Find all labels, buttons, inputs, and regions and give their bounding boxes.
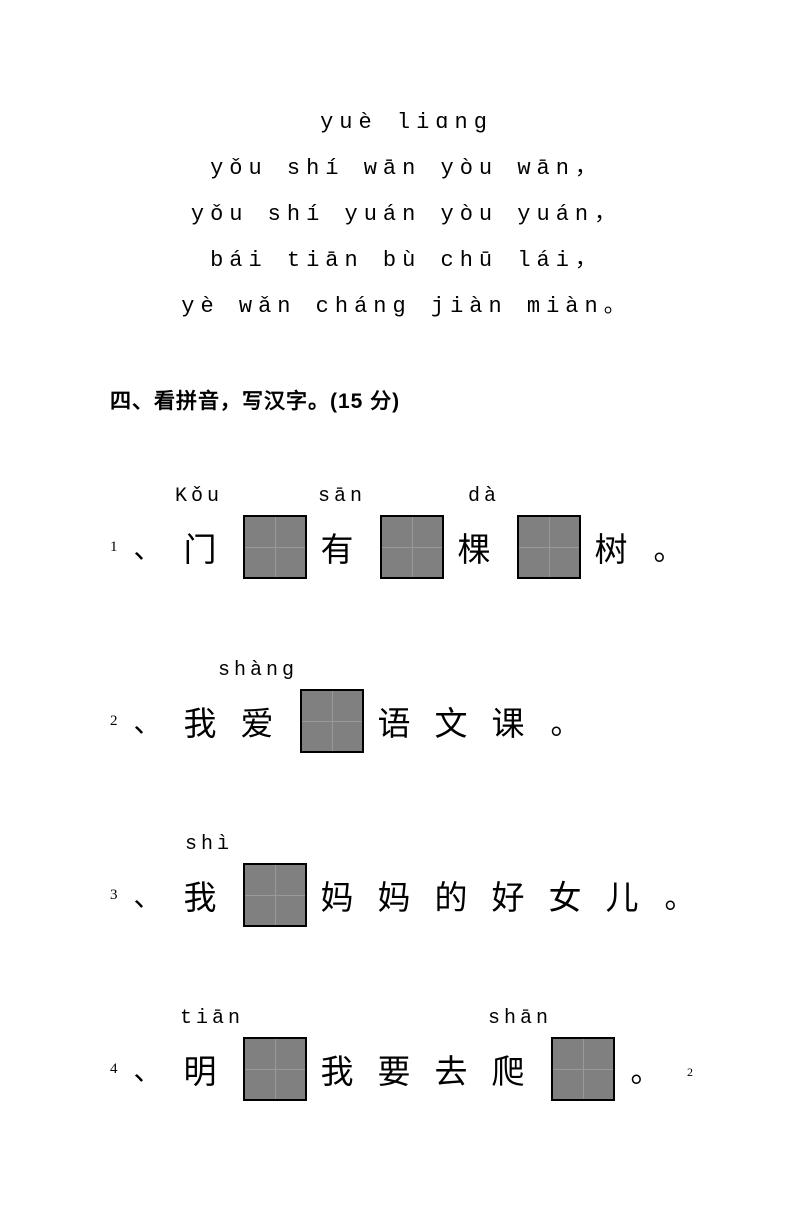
chinese-character: 我	[184, 697, 229, 745]
exercise-number: 3	[110, 887, 130, 904]
chinese-character: 棵	[458, 523, 503, 571]
character-row: 2、我爱 语文课。	[110, 689, 703, 753]
separator: 、	[134, 701, 174, 741]
chinese-character: 妈	[378, 871, 423, 919]
poem-line: yǒu shí yuán yòu yuán，	[110, 192, 703, 238]
writing-box[interactable]	[517, 515, 581, 579]
exercise-number: 2	[110, 713, 130, 730]
pinyin-label: dà	[468, 485, 500, 508]
writing-box[interactable]	[380, 515, 444, 579]
chinese-character: 的	[435, 871, 480, 919]
page-number: 2	[687, 1065, 693, 1080]
pinyin-row: shànɡ	[110, 659, 703, 683]
exercise-number: 1	[110, 539, 130, 556]
chinese-character: 有	[321, 523, 366, 571]
exercise-item: shànɡ 2、我爱 语文课。	[110, 659, 703, 753]
punctuation: 。	[654, 525, 696, 569]
chinese-character: 明	[184, 1045, 229, 1093]
chinese-character: 要	[378, 1045, 423, 1093]
chinese-character: 我	[321, 1045, 366, 1093]
separator: 、	[134, 1049, 174, 1089]
character-row: 4、明 我要去爬 。	[110, 1037, 703, 1101]
chinese-character: 儿	[606, 871, 651, 919]
chinese-character: 妈	[321, 871, 366, 919]
chinese-character: 我	[184, 871, 229, 919]
chinese-character: 门	[184, 523, 229, 571]
writing-box[interactable]	[300, 689, 364, 753]
exercise-item: shì3、我妈妈的好女儿。	[110, 833, 703, 927]
chinese-character: 女	[549, 871, 594, 919]
writing-box[interactable]	[551, 1037, 615, 1101]
poem-line: bái tiān bù chū lái，	[110, 238, 703, 284]
pinyin-row: tiān shān	[110, 1007, 703, 1031]
section-heading: 四、看拼音，写汉字。(15 分)	[110, 385, 703, 415]
pinyin-label: shì	[185, 833, 233, 856]
chinese-character: 去	[435, 1045, 480, 1093]
chinese-character: 爱	[241, 697, 286, 745]
exercise-number: 4	[110, 1061, 130, 1078]
pinyin-poem: yuè liɑnɡ yǒu shí wān yòu wān， yǒu shí y…	[110, 100, 703, 330]
writing-box[interactable]	[243, 515, 307, 579]
punctuation: 。	[631, 1047, 673, 1091]
pinyin-label: shān	[488, 1007, 552, 1030]
chinese-character: 语	[378, 697, 423, 745]
punctuation: 。	[665, 873, 707, 917]
pinyin-label: Kǒu	[175, 485, 223, 508]
exercises-container: Kǒusāndà1、门有棵树。shànɡ2、我爱语文课。shì3、我妈妈的好女儿…	[110, 485, 703, 1101]
chinese-character: 文	[435, 697, 480, 745]
character-row: 1、门 有 棵 树。	[110, 515, 703, 579]
separator: 、	[134, 527, 174, 567]
writing-box[interactable]	[243, 863, 307, 927]
separator: 、	[134, 875, 174, 915]
worksheet-page: yuè liɑnɡ yǒu shí wān yòu wān， yǒu shí y…	[0, 0, 793, 1221]
pinyin-label: sān	[318, 485, 366, 508]
chinese-character: 树	[595, 523, 640, 571]
exercise-item: tiān shān 4、明 我要去爬 。	[110, 1007, 703, 1101]
poem-line: yè wǎn chánɡ jiàn miàn。	[110, 284, 703, 330]
chinese-character: 爬	[492, 1045, 537, 1093]
pinyin-label: shànɡ	[218, 659, 298, 682]
writing-box[interactable]	[243, 1037, 307, 1101]
pinyin-row: shì	[110, 833, 703, 857]
punctuation: 。	[551, 699, 593, 743]
poem-title: yuè liɑnɡ	[110, 100, 703, 146]
chinese-character: 课	[492, 697, 537, 745]
poem-line: yǒu shí wān yòu wān，	[110, 146, 703, 192]
character-row: 3、我妈妈的好女儿。	[110, 863, 703, 927]
exercise-item: Kǒu sān dà 1、门 有 棵 树。	[110, 485, 703, 579]
chinese-character: 好	[492, 871, 537, 919]
pinyin-row: Kǒu sān dà	[110, 485, 703, 509]
pinyin-label: tiān	[180, 1007, 244, 1030]
